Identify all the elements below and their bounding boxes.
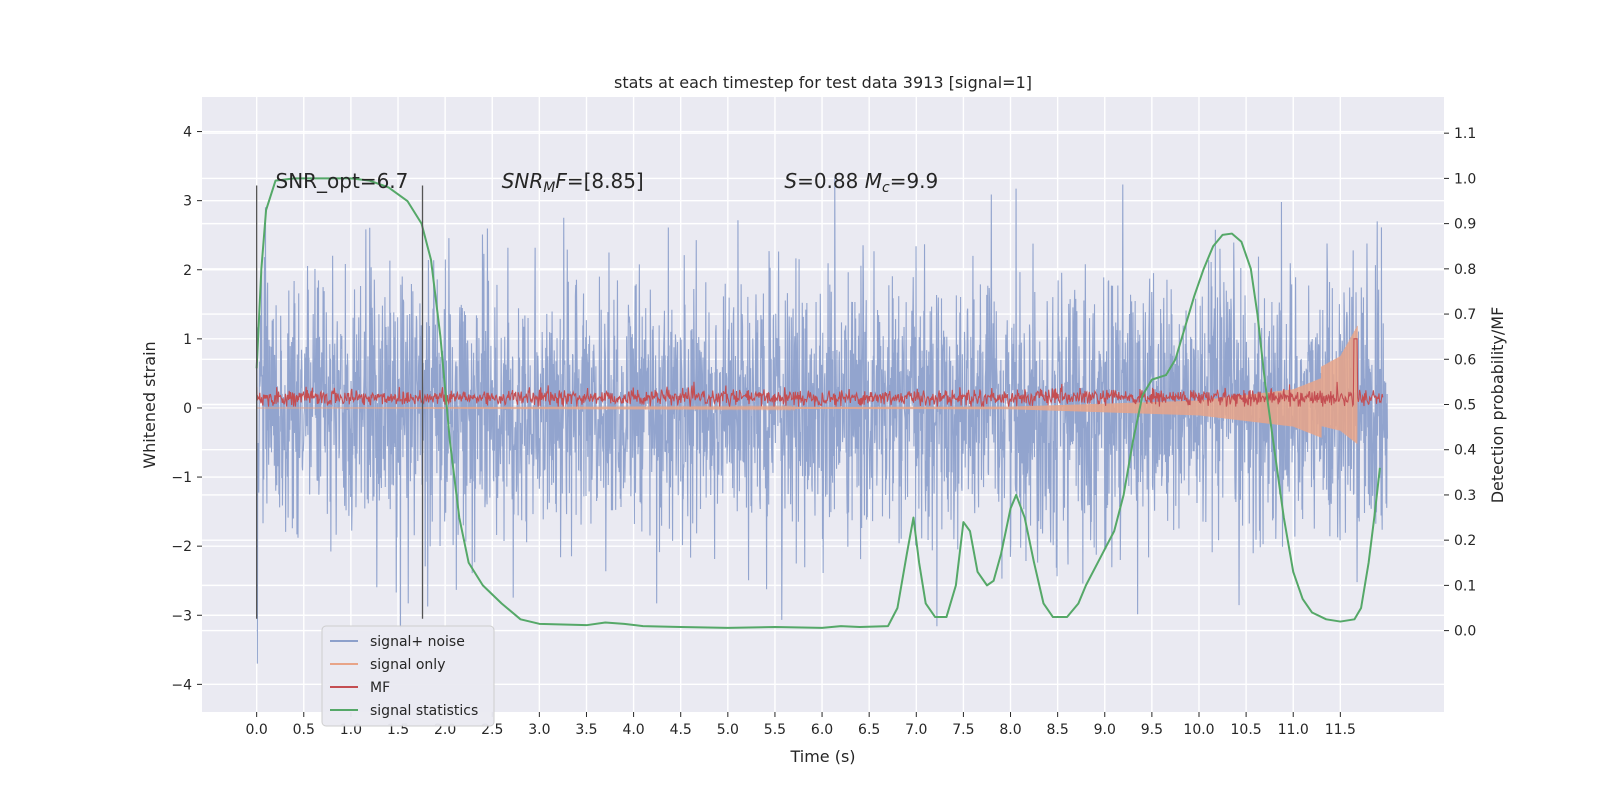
y2-axis-label: Detection probability/MF [1488, 307, 1507, 504]
y-tick-labels: 4 3 2 1 0 −1 −2 −3 −4 [171, 125, 202, 693]
x-tick-label: 9.5 [1141, 722, 1163, 738]
x-tick-label: 0.0 [246, 722, 268, 738]
y2-tick-label: 0.7 [1454, 307, 1476, 323]
x-tick-label: 4.0 [622, 722, 644, 738]
x-tick-labels: 0.0 0.5 1.0 1.5 2.0 2.5 3.0 3.5 4.0 4.5 5.0 5.5 6.0 6… [246, 712, 1356, 738]
series-signal-statistics [255, 177, 1381, 629]
series-signal-noise [256, 177, 1389, 664]
y2-tick-label: 0.9 [1454, 217, 1476, 233]
vline-layer [256, 185, 424, 619]
plot-series [255, 177, 1389, 664]
y-tick-label: 4 [183, 125, 192, 141]
chart-title: stats at each timestep for test data 391… [614, 73, 1032, 92]
x-tick-label: 8.0 [999, 722, 1021, 738]
y2-tick-label: 0.6 [1454, 352, 1476, 368]
x-tick-label: 8.5 [1047, 722, 1069, 738]
x-tick-label: 5.5 [764, 722, 786, 738]
x-tick-label: 3.0 [528, 722, 550, 738]
x-tick-label: 10.5 [1231, 722, 1262, 738]
y2-tick-label: 0.3 [1454, 488, 1476, 504]
y-tick-label: −4 [171, 677, 192, 693]
annotation-text: SNR_opt=6.7 [276, 169, 409, 193]
y2-tick-label: 1.0 [1454, 171, 1476, 187]
series-mf [256, 338, 1384, 408]
y-tick-label: −3 [171, 608, 192, 624]
annotation-text: S=0.88 Mc=9.9 [784, 169, 938, 196]
x-tick-label: 3.5 [575, 722, 597, 738]
legend: signal+ noise signal only MF signal statist… [321, 625, 495, 727]
legend-box [321, 625, 495, 727]
x-axis-label: Time (s) [789, 747, 855, 766]
y-tick-label: 3 [183, 194, 192, 210]
y2-tick-label: 1.1 [1454, 126, 1476, 142]
y-tick-label: −2 [171, 539, 192, 555]
series-signal-only [256, 325, 1358, 444]
legend-label: signal+ noise [370, 634, 465, 650]
legend-label: MF [370, 680, 390, 696]
y-axis-label: Whitened strain [140, 341, 159, 468]
x-tick-label: 10.0 [1183, 722, 1214, 738]
x-tick-label: 7.5 [952, 722, 974, 738]
legend-label: signal only [370, 657, 445, 673]
y2-tick-label: 0.8 [1454, 262, 1476, 278]
x-tick-label: 0.5 [293, 722, 315, 738]
y2-tick-label: 0.2 [1454, 533, 1476, 549]
annotation-text: SNRMF=[8.85] [502, 169, 644, 196]
annotation-layer: SNR_opt=6.7 SNRMF=[8.85] S=0.88 Mc=9.9 [276, 169, 939, 196]
y-tick-label: 1 [183, 332, 192, 348]
x-tick-label: 6.0 [811, 722, 833, 738]
x-tick-label: 9.0 [1094, 722, 1116, 738]
x-tick-label: 5.0 [717, 722, 739, 738]
y-tick-label: 2 [183, 263, 192, 279]
x-tick-label: 4.5 [670, 722, 692, 738]
y-tick-label: 0 [183, 401, 192, 417]
y2-tick-label: 0.5 [1454, 398, 1476, 414]
x-tick-label: 6.5 [858, 722, 880, 738]
x-tick-label: 11.5 [1325, 722, 1356, 738]
x-tick-label: 7.0 [905, 722, 927, 738]
y2-tick-label: 0.1 [1454, 578, 1476, 594]
y2-tick-label: 0.0 [1454, 624, 1476, 640]
y-tick-label: −1 [171, 470, 192, 486]
y2-tick-label: 0.4 [1454, 443, 1476, 459]
legend-label: signal statistics [370, 703, 478, 719]
x-tick-label: 11.0 [1278, 722, 1309, 738]
y2-tick-labels: 1.1 1.0 0.9 0.8 0.7 0.6 0.5 0.4 0.3 0.2 0.1 0.0 [1444, 126, 1476, 640]
